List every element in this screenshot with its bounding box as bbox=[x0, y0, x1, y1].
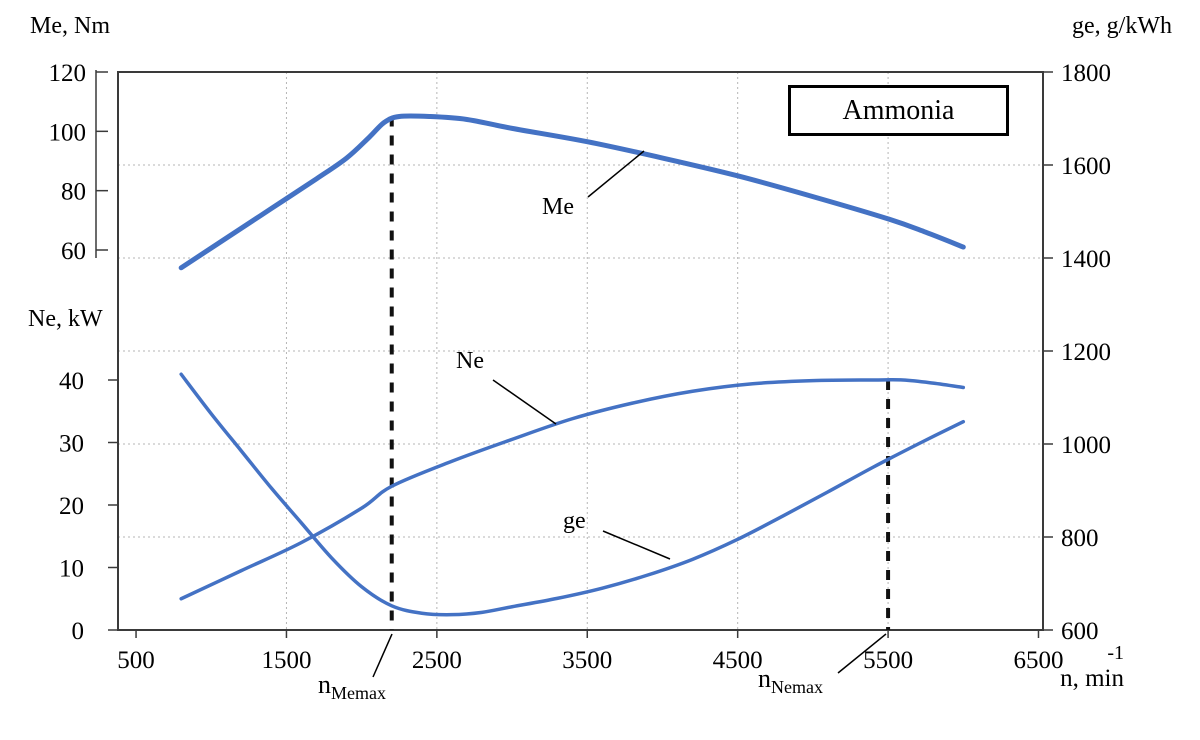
ne-tick-label: 20 bbox=[59, 493, 84, 520]
ge-tick-label: 1200 bbox=[1061, 339, 1111, 366]
x-axis-unit-superscript: -1 bbox=[1107, 642, 1124, 664]
series-ge-curve bbox=[179, 372, 966, 617]
ge-tick-label: 1000 bbox=[1061, 432, 1111, 459]
x-tick-label: 4500 bbox=[713, 647, 763, 674]
me-tick-label: 120 bbox=[49, 60, 87, 87]
generated-chart-layer: 500 1500 2500 3500 4500 5500 65001201008060403… bbox=[49, 60, 1112, 674]
curve-label-ge: ge bbox=[563, 508, 586, 534]
ge-axis-title: ge, g/kWh bbox=[1072, 13, 1172, 39]
x-tick-label: 2500 bbox=[412, 647, 462, 674]
nnemax-sub: Nemax bbox=[771, 677, 823, 698]
x-tick-label: 1500 bbox=[261, 647, 311, 674]
me-label-leader-line bbox=[587, 150, 645, 198]
x-tick-label: 500 bbox=[117, 647, 155, 674]
ne-tick-label: 40 bbox=[59, 368, 84, 395]
me-tick-label: 60 bbox=[61, 238, 86, 265]
curve-label-me: Me bbox=[542, 194, 574, 220]
ne-tick-label: 0 bbox=[72, 618, 85, 645]
nnemax-label-leader-line bbox=[837, 633, 887, 674]
ne-label-leader-line bbox=[492, 379, 557, 425]
nnemax-n: n bbox=[758, 664, 771, 693]
annotation-label-nmemax: nMemax bbox=[318, 670, 386, 704]
ne-axis-title: Ne, kW bbox=[28, 306, 103, 332]
ge-tick-label: 1600 bbox=[1061, 153, 1111, 180]
series-Me-curve bbox=[178, 113, 966, 271]
x-tick-label: 5500 bbox=[863, 647, 913, 674]
annotation-label-nnemax: nNemax bbox=[758, 664, 823, 698]
x-tick-label: 3500 bbox=[562, 647, 612, 674]
ge-tick-label: 1400 bbox=[1061, 246, 1111, 273]
x-axis-unit-main: n, min bbox=[1060, 665, 1124, 692]
me-tick-label: 80 bbox=[61, 179, 86, 206]
x-tick-label: 6500 bbox=[1013, 647, 1063, 674]
ge-tick-label: 800 bbox=[1061, 525, 1099, 552]
nmemax-sub: Memax bbox=[331, 683, 386, 704]
me-axis-title: Me, Nm bbox=[30, 13, 110, 39]
curve-label-ne: Ne bbox=[456, 348, 484, 374]
ge-label-leader-line bbox=[602, 530, 671, 560]
ne-tick-label: 30 bbox=[59, 431, 84, 458]
ne-tick-label: 10 bbox=[59, 556, 84, 583]
ge-tick-label: 1800 bbox=[1061, 60, 1111, 87]
ge-tick-label: 600 bbox=[1061, 618, 1099, 645]
fuel-title-box: Ammonia bbox=[788, 85, 1009, 136]
nmemax-label-leader-line bbox=[372, 633, 393, 678]
x-axis-unit-label: -1 n, min bbox=[1038, 642, 1124, 694]
fuel-title: Ammonia bbox=[842, 94, 955, 126]
nmemax-n: n bbox=[318, 670, 331, 699]
series-Ne-curve bbox=[179, 377, 966, 601]
me-tick-label: 100 bbox=[49, 119, 87, 146]
